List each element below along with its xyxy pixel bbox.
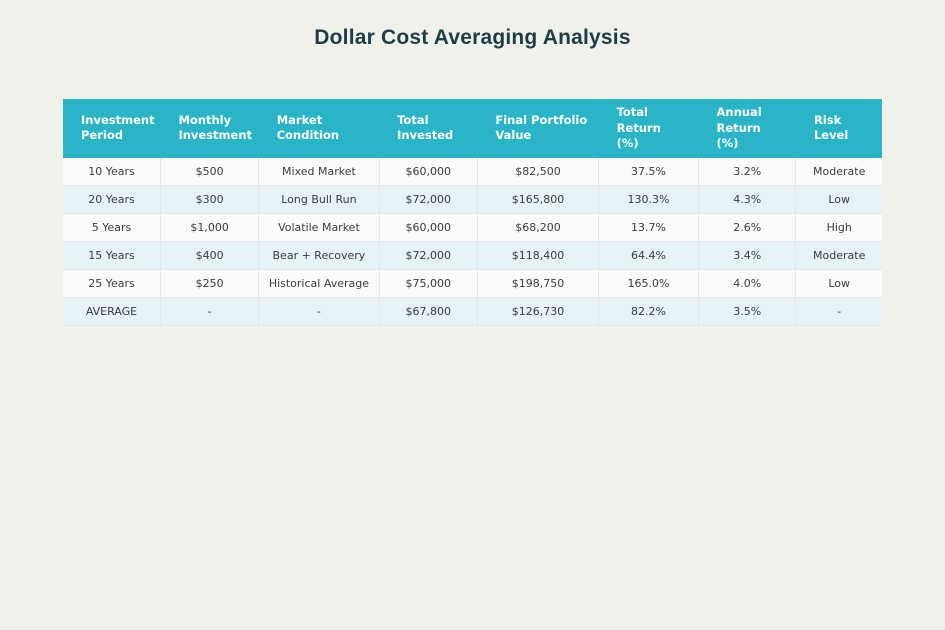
table-cell: 3.2% [697, 157, 797, 187]
table-cell: $126,730 [476, 297, 600, 327]
column-header-investment-period: Investment Period [63, 99, 161, 158]
table-row: 20 Years $300 Long Bull Run $72,000 $165… [63, 185, 882, 215]
table-row: 10 Years $500 Mixed Market $60,000 $82,5… [63, 157, 882, 187]
page-title: Dollar Cost Averaging Analysis [314, 26, 631, 49]
table-cell: $118,400 [476, 241, 600, 271]
table-row-average: AVERAGE - - $67,800 $126,730 82.2% 3.5% … [63, 297, 882, 327]
column-header-annual-return: Annual Return (%) [698, 99, 796, 158]
table-cell: $72,000 [378, 185, 478, 215]
table-cell: 2.6% [697, 213, 797, 243]
table-cell: $68,200 [476, 213, 600, 243]
table-row: 5 Years $1,000 Volatile Market $60,000 $… [63, 213, 882, 243]
table-cell: $300 [159, 185, 260, 215]
table-cell: 165.0% [598, 269, 699, 299]
table-cell: $67,800 [378, 297, 478, 327]
column-header-market-condition: Market Condition [258, 99, 380, 158]
table-cell: 3.4% [697, 241, 797, 271]
dca-analysis-table: Investment Period Monthly Investment Mar… [63, 99, 882, 327]
table-cell: - [795, 297, 882, 327]
table-cell: Bear + Recovery [258, 241, 380, 271]
table-cell: Low [795, 185, 882, 215]
table-cell: $400 [159, 241, 260, 271]
column-header-final-portfolio-value: Final Portfolio Value [477, 99, 599, 158]
table-cell: $165,800 [476, 185, 600, 215]
table-cell: - [159, 297, 260, 327]
table-cell: 25 Years [63, 269, 161, 299]
table-cell: $250 [159, 269, 260, 299]
table-cell: 10 Years [63, 157, 161, 187]
table-cell: $82,500 [476, 157, 600, 187]
table-cell: $60,000 [378, 157, 478, 187]
table-cell: 130.3% [598, 185, 699, 215]
table-cell: 37.5% [598, 157, 699, 187]
table-header-row: Investment Period Monthly Investment Mar… [63, 99, 882, 158]
table-cell: Moderate [795, 157, 882, 187]
table-cell: - [258, 297, 380, 327]
table-cell: $198,750 [476, 269, 600, 299]
table-cell: AVERAGE [63, 297, 161, 327]
column-header-total-return: Total Return (%) [598, 99, 699, 158]
table-cell: $72,000 [378, 241, 478, 271]
table-cell: 5 Years [63, 213, 161, 243]
table-cell: 82.2% [598, 297, 699, 327]
table-cell: 13.7% [598, 213, 699, 243]
table-cell: $1,000 [159, 213, 260, 243]
table-cell: 15 Years [63, 241, 161, 271]
table-cell: 4.3% [697, 185, 797, 215]
table-cell: $75,000 [378, 269, 478, 299]
table-cell: Historical Average [258, 269, 380, 299]
table-cell: $60,000 [378, 213, 478, 243]
table-cell: $500 [159, 157, 260, 187]
table-cell: Mixed Market [258, 157, 380, 187]
table-row: 15 Years $400 Bear + Recovery $72,000 $1… [63, 241, 882, 271]
table-cell: 4.0% [697, 269, 797, 299]
table-cell: High [795, 213, 882, 243]
column-header-total-invested: Total Invested [379, 99, 478, 158]
table-cell: Long Bull Run [258, 185, 380, 215]
column-header-risk-level: Risk Level [795, 99, 882, 158]
table-row: 25 Years $250 Historical Average $75,000… [63, 269, 882, 299]
column-header-monthly-investment: Monthly Investment [160, 99, 259, 158]
table-cell: Low [795, 269, 882, 299]
table-cell: 20 Years [63, 185, 161, 215]
table-cell: 3.5% [697, 297, 797, 327]
table-cell: Volatile Market [258, 213, 380, 243]
table-cell: 64.4% [598, 241, 699, 271]
table-cell: Moderate [795, 241, 882, 271]
